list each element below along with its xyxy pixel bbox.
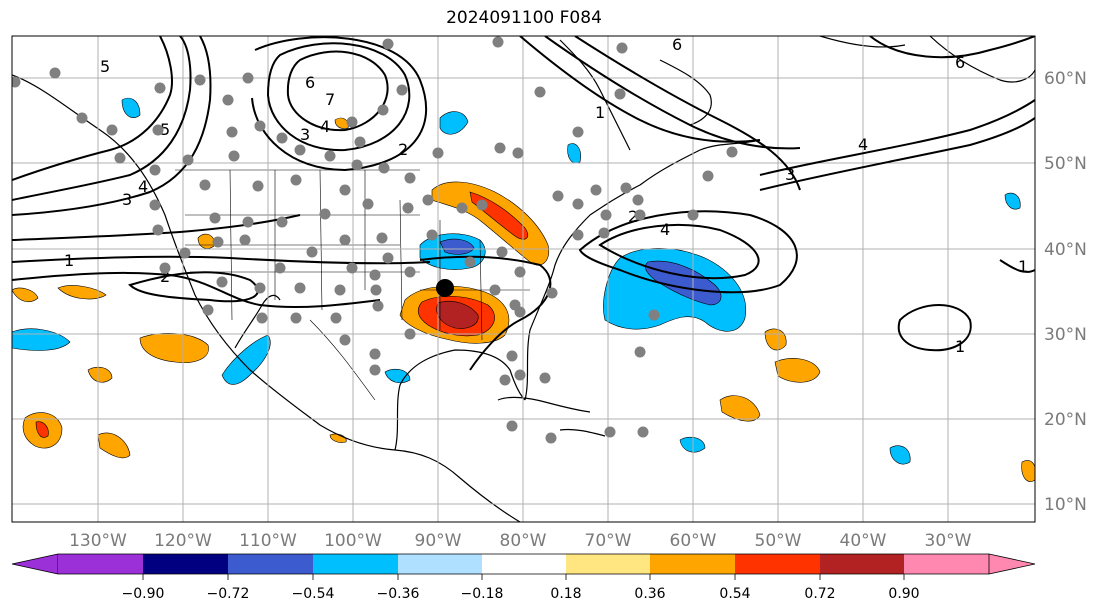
lon-label: 90°W <box>415 531 462 551</box>
lat-label: 60°N <box>1044 69 1087 89</box>
contour-label: 3 <box>300 125 310 144</box>
colorbar-segment <box>398 554 482 574</box>
lon-label: 60°W <box>670 531 717 551</box>
warm-anomaly-pacific-3 <box>97 432 131 459</box>
colorbar-tick: 0.54 <box>719 586 750 602</box>
warm-anomaly-pacific-6 <box>12 287 39 303</box>
lon-label: 40°W <box>840 531 887 551</box>
contour-label: 2 <box>160 267 170 286</box>
colorbar-segment <box>228 554 313 574</box>
lat-label: 40°N <box>1044 240 1087 260</box>
contour-label: 3 <box>122 190 132 209</box>
contour-lines <box>12 36 1035 371</box>
contour-label: 4 <box>858 135 868 154</box>
colorbar-tick: −0.54 <box>292 586 335 602</box>
colorbar-segment <box>650 554 735 574</box>
contour-label: 1 <box>955 337 965 356</box>
contour-label: 7 <box>325 90 335 109</box>
contour-label: 6 <box>305 73 315 92</box>
colorbar-tick: 0.36 <box>634 586 665 602</box>
contour-label: 5 <box>100 57 110 76</box>
contour-label: 5 <box>160 120 170 139</box>
colorbar-tick: −0.36 <box>377 586 420 602</box>
lon-label: 70°W <box>585 531 632 551</box>
lon-label: 100°W <box>324 531 382 551</box>
storm-center-marker <box>436 279 454 297</box>
colorbar-segment <box>566 554 650 574</box>
lon-label: 80°W <box>500 531 547 551</box>
colorbar-segment <box>313 554 398 574</box>
warm-anomaly-pacific-2-core <box>35 421 49 438</box>
contour-label: 6 <box>672 35 682 54</box>
warm-anomaly-atl-2 <box>774 358 821 383</box>
lat-axis: 60°N 50°N 40°N 30°N 20°N 10°N <box>1044 69 1087 515</box>
colorbar-segment <box>735 554 820 574</box>
colorbar-segment <box>482 554 566 574</box>
colorbar-tick: −0.72 <box>207 586 250 602</box>
colorbar-tick: 0.72 <box>804 586 835 602</box>
lon-axis: 130°W 120°W 110°W 100°W 90°W 80°W 70°W 6… <box>69 531 972 551</box>
contour-label: 4 <box>320 117 330 136</box>
contour-label: 4 <box>138 177 148 196</box>
contour-label: 4 <box>660 220 670 239</box>
lat-label: 20°N <box>1044 410 1087 430</box>
station-markers <box>12 36 738 444</box>
cold-anomaly-canada-2 <box>567 143 581 164</box>
contour-label: 2 <box>398 140 408 159</box>
warm-anomaly-hudson <box>334 117 349 129</box>
contour-label: 1 <box>64 251 74 270</box>
colorbar-segment <box>904 554 989 574</box>
contour-label: 6 <box>955 53 965 72</box>
cold-anomaly-greenland <box>1004 192 1021 210</box>
lat-label: 10°N <box>1044 495 1087 515</box>
cold-anomaly-canada-1 <box>439 111 469 135</box>
warm-anomaly-pacific-1 <box>139 333 209 363</box>
cold-anomaly-lakes-core <box>439 238 475 255</box>
map-border <box>11 35 1036 523</box>
warm-anomaly-atl-1 <box>719 395 761 422</box>
map-title: 2024091100 F084 <box>446 8 602 28</box>
colorbar-segment <box>820 554 904 574</box>
lon-label: 120°W <box>154 531 212 551</box>
warm-anomaly-atl-4 <box>1021 460 1035 482</box>
lat-label: 50°N <box>1044 154 1087 174</box>
lon-label: 30°W <box>925 531 972 551</box>
colorbar: −0.90 −0.72 −0.54 −0.36 −0.18 0.18 0.36 … <box>11 553 1036 602</box>
contour-label: 1 <box>595 103 605 122</box>
colorbar-segment <box>58 554 143 574</box>
lat-label: 30°N <box>1044 325 1087 345</box>
colorbar-tick: 0.18 <box>550 586 581 602</box>
colorbar-extend-low <box>11 553 59 575</box>
lon-label: 50°W <box>755 531 802 551</box>
contour-label: 1 <box>1018 257 1028 276</box>
colorbar-tick: 0.90 <box>888 586 919 602</box>
warm-anomaly-pacific-5 <box>57 285 107 300</box>
contour-label: 2 <box>628 207 638 226</box>
lon-label: 110°W <box>239 531 297 551</box>
lon-label: 130°W <box>69 531 127 551</box>
colorbar-tick: −0.90 <box>122 586 165 602</box>
cold-anomaly-canada-3 <box>121 97 141 119</box>
colorbar-segment <box>143 554 228 574</box>
warm-anomaly-pacific-4 <box>87 366 113 383</box>
colorbar-tick: −0.18 <box>461 586 504 602</box>
cold-anomaly-mexico <box>221 334 271 385</box>
anomaly-fills <box>12 97 1035 482</box>
contour-label-group: 6 4 2 1 3 4 5 6 7 3 1 1 4 2 3 4 5 6 2 1 <box>64 35 1028 356</box>
cold-anomaly-atl-1 <box>889 445 911 465</box>
contour-label: 3 <box>785 165 795 184</box>
colorbar-extend-high <box>988 553 1036 575</box>
